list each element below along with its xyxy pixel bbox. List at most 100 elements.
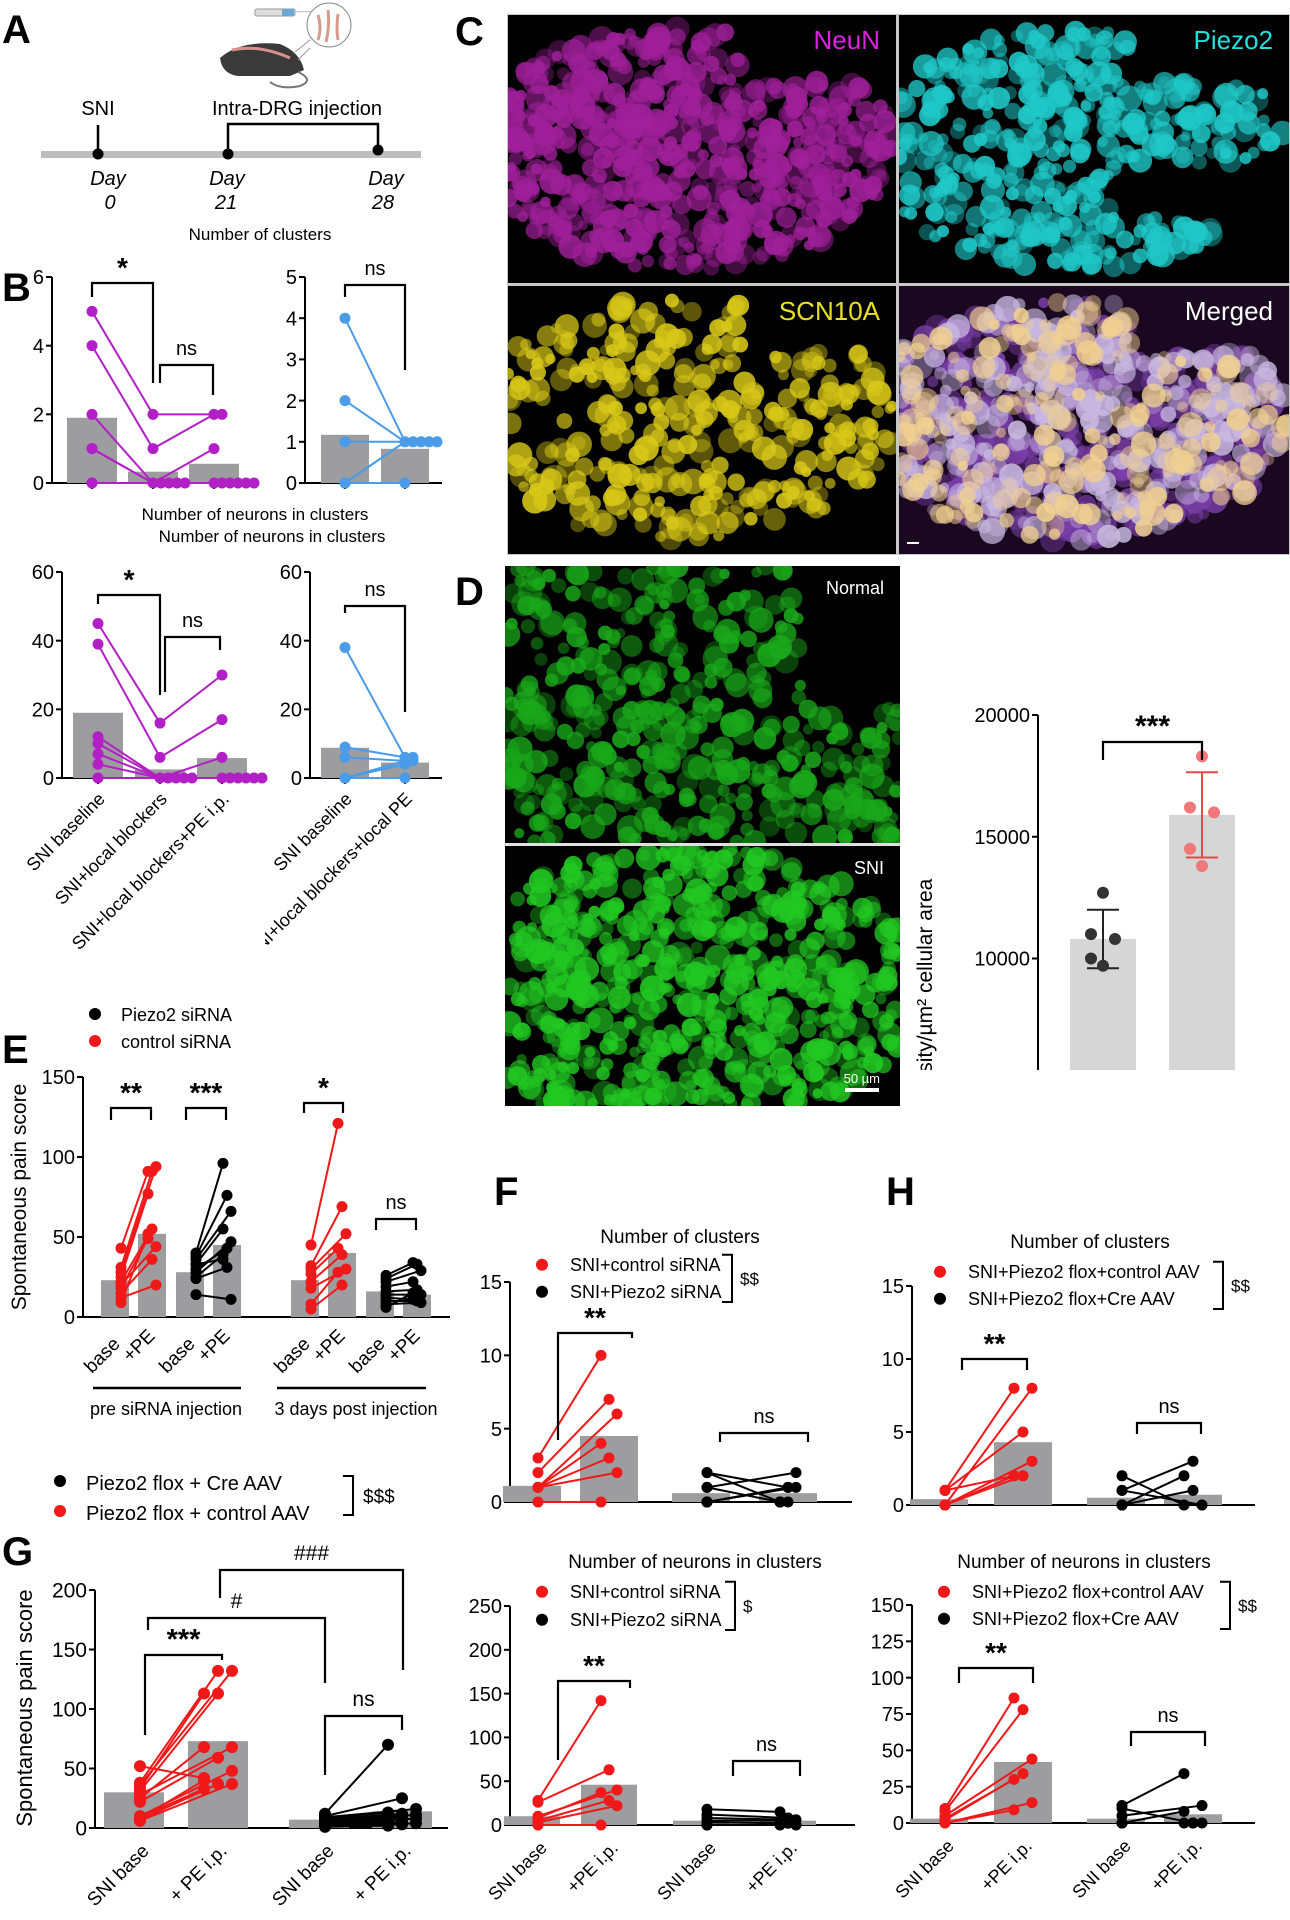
data-point	[336, 1279, 348, 1291]
data-point	[1008, 1692, 1020, 1704]
panel-label-b: B	[2, 266, 31, 310]
significance-label: ns	[364, 258, 385, 280]
data-point	[407, 1287, 419, 1299]
day-label: Day	[90, 168, 127, 190]
x-tick-label: +PE	[194, 1326, 235, 1367]
legend-label: SNI+control siRNA	[570, 1582, 721, 1602]
data-point	[86, 443, 98, 455]
cells-pattern	[508, 291, 896, 551]
significance-bracket	[143, 1653, 224, 1735]
significance-label: *	[124, 564, 135, 595]
data-point	[595, 1437, 607, 1449]
data-point	[774, 1819, 786, 1831]
data-point	[1008, 1804, 1020, 1816]
y-tick-label: 200	[469, 1640, 502, 1662]
data-point	[1196, 859, 1208, 872]
data-point	[115, 1242, 127, 1254]
y-tick-label: 50	[64, 1758, 87, 1781]
data-point	[150, 1279, 162, 1291]
data-point	[339, 772, 351, 784]
data-point	[198, 1741, 210, 1754]
data-point	[339, 477, 351, 489]
x-tick-label: base	[81, 1334, 125, 1378]
data-point	[396, 1818, 408, 1831]
chart-d-intensity: 05000100001500020000NormalSNI***intensit…	[914, 705, 1235, 1070]
data-point	[86, 408, 98, 420]
data-point	[790, 1481, 802, 1493]
y-tick-label: 5	[491, 1419, 502, 1441]
data-point	[938, 1612, 950, 1625]
data-point	[423, 436, 435, 448]
significance-label: #	[231, 1590, 243, 1613]
mouse-illustration-icon	[220, 2, 352, 89]
y-tick-label: 4	[33, 336, 44, 358]
y-tick-label: 15	[882, 1276, 904, 1298]
y-tick-label: 0	[893, 1495, 904, 1517]
data-point	[532, 1452, 544, 1464]
data-point	[92, 758, 104, 770]
data-point	[240, 772, 252, 784]
y-tick-label: 0	[291, 768, 302, 790]
data-point	[1109, 933, 1121, 946]
legend-label: control siRNA	[121, 1032, 231, 1052]
y-tick-label: 10000	[974, 949, 1030, 971]
y-tick-label: 200	[52, 1580, 87, 1603]
data-point	[701, 1496, 713, 1508]
significance-bracket	[1101, 740, 1204, 760]
data-point	[54, 1505, 66, 1517]
y-tick-label: 60	[280, 562, 302, 584]
timeline-label-sni: SNI	[81, 98, 114, 120]
data-point	[1187, 1455, 1199, 1467]
significance-label: **	[985, 1637, 1007, 1668]
data-point	[1026, 1753, 1038, 1765]
day-label: Day	[209, 168, 246, 190]
y-tick-label: 50	[480, 1771, 502, 1793]
data-point	[595, 1695, 607, 1707]
data-point	[1187, 1817, 1199, 1829]
data-point	[225, 1293, 237, 1305]
significance-bracket	[731, 1759, 802, 1776]
micrograph-piezo2: Piezo2	[899, 15, 1289, 283]
significance-bracket	[1135, 1421, 1203, 1434]
y-tick-label: 100	[871, 1668, 904, 1690]
chart-title: Number of neurons in clusters	[142, 505, 369, 524]
data-point	[332, 1117, 344, 1129]
micrograph-merged: Merged	[899, 286, 1289, 554]
chart-title: Number of neurons in clusters	[568, 1552, 821, 1573]
data-point	[611, 1784, 623, 1796]
bar	[503, 1485, 561, 1502]
day-label: Day	[368, 168, 405, 190]
significance-label: ns	[182, 610, 203, 632]
data-point	[232, 477, 244, 489]
significance-label: ns	[176, 338, 197, 360]
data-point	[701, 1819, 713, 1831]
micrograph-label-merged: Merged	[1184, 296, 1273, 326]
data-point	[240, 477, 252, 489]
data-point	[1008, 1773, 1020, 1785]
data-point	[256, 772, 268, 784]
y-tick-label: 20	[32, 700, 54, 722]
data-point	[208, 443, 220, 455]
panel-label-c: C	[455, 10, 484, 54]
y-tick-label: 150	[52, 1639, 87, 1662]
micrograph-label-normal: Normal	[825, 578, 884, 598]
data-point	[208, 408, 220, 420]
x-tick-label: SNI+local blockers	[51, 789, 171, 909]
significance-bracket	[718, 1431, 810, 1442]
significance-bracket	[556, 1679, 632, 1760]
bar	[673, 1820, 729, 1825]
data-point	[226, 1777, 238, 1790]
data-point	[134, 1811, 146, 1824]
legend-label: SNI+Piezo2 flox+control AAV	[972, 1582, 1204, 1602]
y-tick-label: 0	[491, 1815, 502, 1837]
data-point	[1178, 1470, 1190, 1482]
data-point	[1184, 842, 1196, 855]
micrograph-scn10a: SCN10A	[508, 286, 896, 554]
data-point	[603, 1452, 615, 1464]
significance-label: ***	[167, 1624, 202, 1656]
data-point	[774, 1806, 786, 1818]
data-point	[536, 1258, 548, 1271]
data-point	[224, 477, 236, 489]
cells-pattern	[899, 20, 1289, 278]
